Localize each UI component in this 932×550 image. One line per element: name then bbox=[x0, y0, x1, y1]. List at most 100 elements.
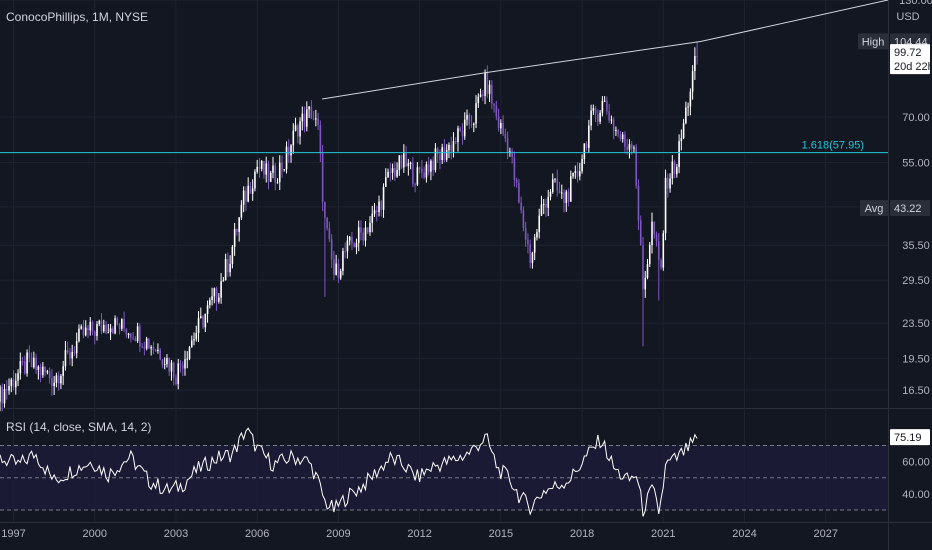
candle-up bbox=[19, 361, 22, 374]
candle-up bbox=[560, 192, 563, 194]
candle-up bbox=[193, 339, 195, 341]
rsi-value-tag: 75.19 bbox=[890, 429, 930, 446]
candle-up bbox=[269, 172, 272, 182]
x-tick-label: 2015 bbox=[489, 528, 513, 540]
candle-up bbox=[233, 228, 236, 247]
candle-up bbox=[488, 84, 491, 94]
candle-down bbox=[454, 141, 457, 143]
candle-down bbox=[287, 146, 290, 156]
candle-up bbox=[463, 119, 466, 137]
avg-label-bg bbox=[860, 200, 888, 217]
candle-up bbox=[565, 191, 568, 203]
y-tick-label: 29.50 bbox=[902, 275, 930, 287]
candle-down bbox=[696, 56, 698, 58]
candle-down bbox=[394, 167, 396, 177]
candle-down bbox=[227, 259, 229, 273]
candle-down bbox=[159, 349, 161, 360]
candle-down bbox=[529, 244, 531, 264]
candle-down bbox=[161, 359, 164, 365]
candle-up bbox=[26, 352, 28, 374]
candle-up bbox=[384, 177, 387, 187]
x-tick-label: 2000 bbox=[83, 528, 107, 540]
candle-down bbox=[303, 113, 306, 127]
candle-down bbox=[418, 167, 421, 169]
candle-down bbox=[24, 361, 26, 374]
last-price-tag: 99.72 20d 22h bbox=[890, 44, 932, 75]
candle-down bbox=[667, 177, 669, 189]
candle-up bbox=[391, 167, 394, 173]
candle-down bbox=[274, 165, 277, 183]
candle-up bbox=[0, 386, 1, 402]
candle-up bbox=[434, 148, 437, 170]
candle-up bbox=[531, 252, 534, 264]
x-tick-label: 1997 bbox=[1, 528, 25, 540]
candle-up bbox=[3, 389, 6, 404]
candle-up bbox=[479, 94, 482, 97]
candle-down bbox=[522, 210, 525, 229]
candle-up bbox=[84, 327, 87, 336]
candle-down bbox=[491, 84, 493, 104]
candle-down bbox=[630, 144, 633, 148]
candle-up bbox=[14, 380, 17, 388]
candle-down bbox=[30, 357, 33, 368]
candle-down bbox=[459, 128, 462, 131]
candle-down bbox=[297, 125, 299, 137]
candle-up bbox=[547, 196, 550, 208]
candle-down bbox=[337, 263, 340, 279]
candle-up bbox=[633, 147, 635, 149]
candle-down bbox=[35, 357, 37, 371]
candle-down bbox=[51, 378, 53, 387]
candle-up bbox=[10, 379, 13, 387]
y-tick-label: 55.00 bbox=[902, 158, 930, 170]
candle-down bbox=[87, 327, 89, 331]
candle-up bbox=[213, 288, 216, 297]
candle-down bbox=[673, 161, 676, 175]
candle-down bbox=[344, 250, 346, 252]
candle-up bbox=[247, 185, 249, 202]
candle-down bbox=[400, 155, 403, 168]
candle-up bbox=[229, 263, 231, 273]
candle-up bbox=[186, 358, 189, 360]
candle-up bbox=[500, 123, 502, 129]
candle-down bbox=[28, 352, 31, 358]
candle-up bbox=[477, 96, 480, 104]
candle-up bbox=[177, 363, 180, 385]
candle-down bbox=[497, 116, 500, 129]
trendline bbox=[322, 0, 889, 100]
candle-up bbox=[610, 119, 613, 121]
candle-up bbox=[75, 341, 78, 354]
candle-down bbox=[112, 328, 114, 334]
candle-down bbox=[414, 184, 416, 186]
candle-up bbox=[64, 350, 67, 367]
candle-down bbox=[624, 134, 626, 147]
candle-up bbox=[685, 107, 687, 124]
candle-down bbox=[556, 178, 559, 191]
candle-up bbox=[581, 158, 583, 172]
candle-up bbox=[687, 106, 689, 108]
candle-up bbox=[251, 188, 254, 194]
candle-down bbox=[267, 163, 270, 182]
candle-down bbox=[506, 138, 509, 154]
candle-down bbox=[328, 228, 331, 240]
y-tick-label: 16.50 bbox=[902, 385, 930, 397]
candle-down bbox=[39, 366, 42, 376]
candle-up bbox=[441, 147, 443, 160]
candle-down bbox=[585, 143, 588, 148]
candle-down bbox=[362, 232, 365, 241]
rsi-tick-label: 60.00 bbox=[902, 457, 930, 469]
candle-down bbox=[353, 243, 356, 248]
candle-up bbox=[166, 358, 168, 365]
candle-down bbox=[141, 346, 143, 348]
rsi-pane bbox=[0, 427, 888, 517]
candle-up bbox=[357, 227, 360, 243]
candle-down bbox=[520, 202, 522, 211]
candle-down bbox=[168, 358, 171, 372]
candle-up bbox=[466, 115, 468, 120]
candle-up bbox=[644, 277, 647, 290]
candle-down bbox=[66, 350, 69, 353]
candle-down bbox=[330, 239, 333, 260]
candle-up bbox=[211, 296, 213, 300]
candle-down bbox=[123, 319, 125, 329]
y-tick-label: 70.00 bbox=[902, 112, 930, 124]
